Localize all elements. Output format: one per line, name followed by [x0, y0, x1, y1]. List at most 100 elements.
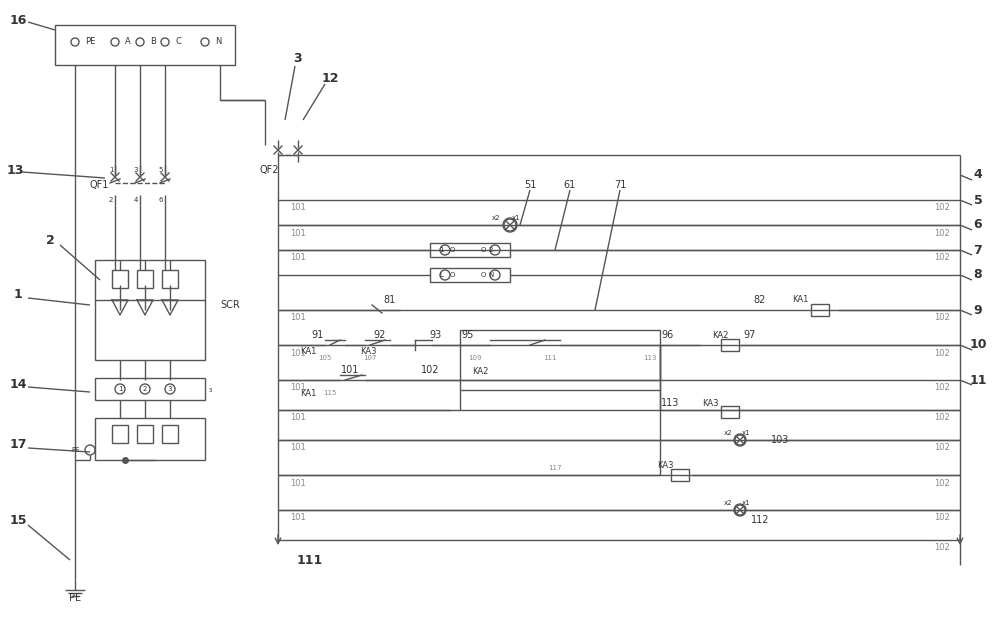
- Bar: [430, 268, 510, 282]
- Text: 11: 11: [969, 373, 987, 386]
- Text: PE: PE: [85, 38, 95, 46]
- Text: A: A: [125, 38, 131, 46]
- Text: 101: 101: [290, 479, 306, 487]
- Text: 4: 4: [134, 197, 138, 203]
- Text: KA2: KA2: [712, 331, 728, 339]
- Text: 1: 1: [14, 289, 22, 302]
- Text: ₃: ₃: [208, 384, 212, 394]
- Text: KA3: KA3: [360, 347, 376, 357]
- Text: KA3: KA3: [657, 460, 673, 470]
- Bar: [430, 243, 510, 257]
- Text: 6: 6: [159, 197, 163, 203]
- Bar: [162, 425, 178, 443]
- Text: 3: 3: [168, 386, 172, 392]
- Text: B: B: [150, 38, 156, 46]
- Text: 71: 71: [614, 180, 626, 190]
- Text: 14: 14: [9, 378, 27, 392]
- Text: 13: 13: [6, 164, 24, 176]
- Text: 103: 103: [771, 435, 789, 445]
- Text: 101: 101: [290, 384, 306, 392]
- Text: 102: 102: [934, 254, 950, 262]
- Text: PE: PE: [69, 593, 81, 603]
- Text: 3: 3: [294, 51, 302, 65]
- Text: 5: 5: [974, 194, 982, 207]
- Text: x2: x2: [724, 500, 732, 506]
- Text: 102: 102: [934, 413, 950, 423]
- Text: 101: 101: [290, 228, 306, 238]
- Text: 102: 102: [934, 204, 950, 212]
- Text: QF1: QF1: [90, 180, 109, 190]
- Text: 5: 5: [159, 167, 163, 173]
- Bar: [55, 25, 235, 65]
- Text: QF2: QF2: [260, 165, 280, 175]
- Text: KA1: KA1: [792, 296, 808, 305]
- Text: 115: 115: [323, 390, 337, 396]
- Text: x1: x1: [512, 215, 521, 221]
- Text: 109: 109: [468, 355, 482, 361]
- Text: 16: 16: [9, 14, 27, 27]
- Text: 117: 117: [548, 465, 562, 471]
- Text: 1: 1: [118, 386, 122, 392]
- Text: 102: 102: [934, 228, 950, 238]
- Text: KA1: KA1: [300, 347, 316, 357]
- Text: 102: 102: [934, 479, 950, 487]
- Text: x1: x1: [742, 430, 751, 436]
- Text: 113: 113: [661, 398, 679, 408]
- Text: 112: 112: [751, 515, 769, 525]
- Bar: [112, 425, 128, 443]
- Text: N: N: [215, 38, 221, 46]
- Text: PE: PE: [72, 447, 80, 453]
- Text: KA2: KA2: [472, 368, 488, 376]
- Text: 113: 113: [643, 355, 657, 361]
- Text: 101: 101: [341, 365, 359, 375]
- Text: 2: 2: [46, 233, 54, 247]
- Text: 1: 1: [439, 247, 443, 253]
- Bar: [162, 270, 178, 288]
- Text: 101: 101: [290, 204, 306, 212]
- Bar: [95, 260, 205, 360]
- Text: 107: 107: [363, 355, 377, 361]
- Bar: [137, 270, 153, 288]
- Bar: [721, 339, 739, 351]
- Text: 101: 101: [290, 349, 306, 357]
- Text: KA1: KA1: [300, 389, 316, 397]
- Bar: [460, 330, 660, 390]
- Text: x2: x2: [492, 215, 500, 221]
- Text: O: O: [449, 272, 455, 278]
- Text: C: C: [175, 38, 181, 46]
- Bar: [721, 406, 739, 418]
- Text: 1: 1: [109, 167, 113, 173]
- Text: 4: 4: [974, 168, 982, 181]
- Text: 101: 101: [290, 444, 306, 452]
- Text: 3: 3: [134, 167, 138, 173]
- Text: x1: x1: [742, 500, 751, 506]
- Text: N: N: [488, 272, 494, 278]
- Text: 102: 102: [934, 313, 950, 323]
- Text: 111: 111: [543, 355, 557, 361]
- Text: 101: 101: [290, 254, 306, 262]
- Text: O: O: [449, 247, 455, 253]
- Text: 15: 15: [9, 513, 27, 526]
- Text: 102: 102: [421, 365, 439, 375]
- Text: 96: 96: [662, 330, 674, 340]
- Text: 95: 95: [462, 330, 474, 340]
- Text: 111: 111: [297, 553, 323, 566]
- Bar: [671, 469, 689, 481]
- Text: 101: 101: [290, 513, 306, 523]
- Text: 2: 2: [143, 386, 147, 392]
- Text: L: L: [439, 272, 443, 278]
- Text: 102: 102: [934, 513, 950, 523]
- Text: 91: 91: [312, 330, 324, 340]
- Text: 7: 7: [974, 244, 982, 257]
- Text: 102: 102: [934, 349, 950, 357]
- Text: 10: 10: [969, 339, 987, 352]
- Text: 101: 101: [290, 313, 306, 323]
- Text: 9: 9: [974, 304, 982, 317]
- Bar: [811, 304, 829, 316]
- Bar: [137, 425, 153, 443]
- Text: 12: 12: [321, 72, 339, 85]
- Text: 102: 102: [934, 444, 950, 452]
- Text: 102: 102: [934, 384, 950, 392]
- Text: 82: 82: [754, 295, 766, 305]
- Text: x2: x2: [724, 430, 732, 436]
